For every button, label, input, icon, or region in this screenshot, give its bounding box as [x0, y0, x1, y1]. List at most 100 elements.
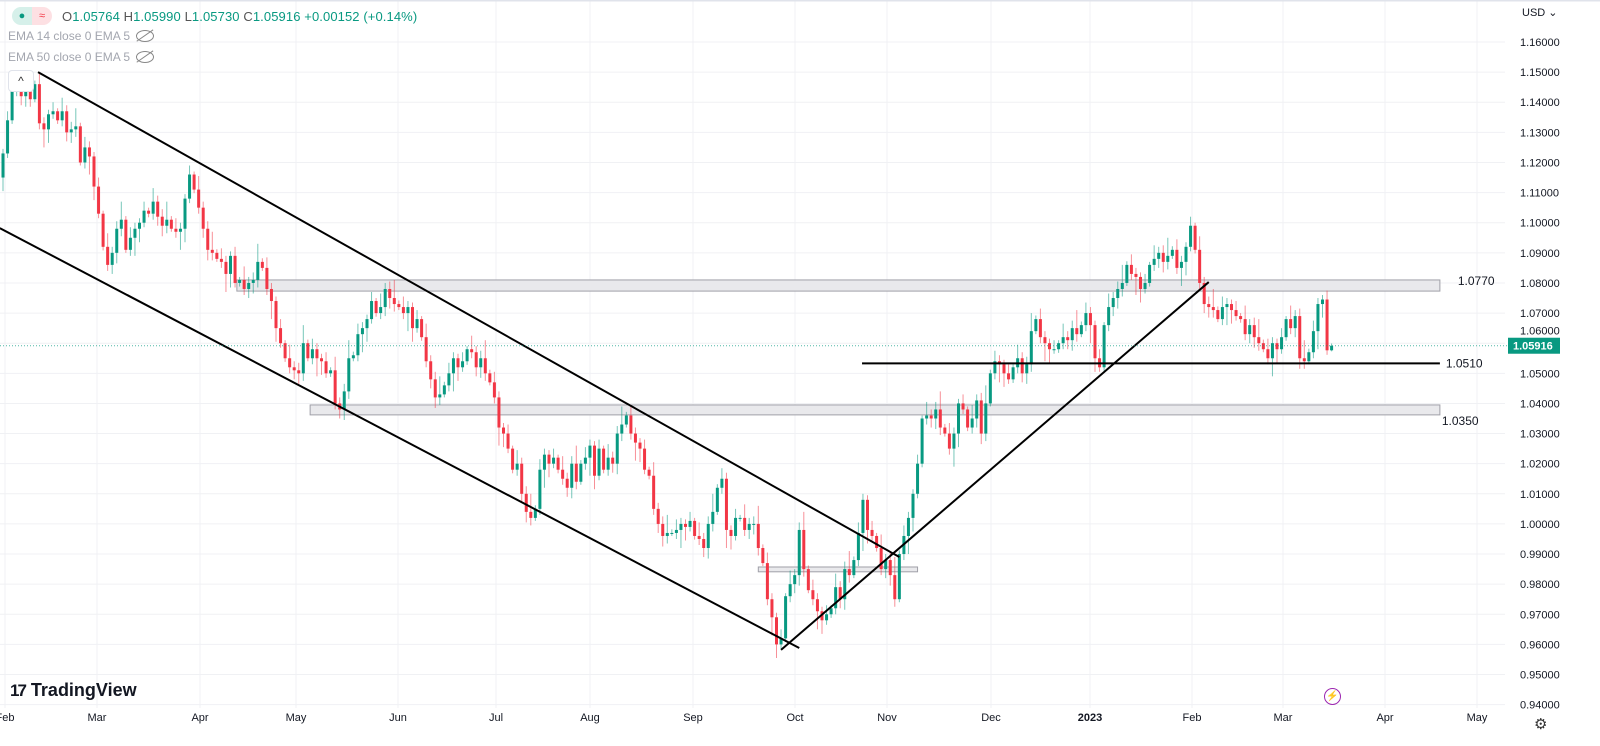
collapse-legend-button[interactable]: ^	[8, 70, 34, 92]
candle-body	[656, 508, 660, 524]
candle-body	[320, 358, 323, 362]
candle-body	[825, 614, 829, 621]
candle-body	[1038, 319, 1042, 338]
candle-body	[1184, 246, 1188, 262]
candle-body	[861, 499, 865, 533]
candle-body	[952, 433, 956, 449]
zone-1-0350[interactable]	[309, 404, 1441, 416]
candle-body	[684, 523, 687, 527]
candle-body	[324, 361, 328, 374]
time-tick-label: 2023	[1078, 712, 1102, 724]
candle-body	[1161, 252, 1165, 262]
channel-lower[interactable]	[0, 227, 800, 649]
zone-1-0770[interactable]	[236, 279, 1441, 292]
candle-body	[201, 207, 205, 229]
tradingview-logo[interactable]: 17 TradingView	[10, 680, 137, 701]
candle-body	[515, 463, 519, 470]
candle-body	[793, 575, 797, 585]
channel-upper[interactable]	[37, 71, 900, 558]
candle-body	[1084, 313, 1088, 326]
candle-body	[761, 548, 765, 564]
candle-body	[1198, 249, 1202, 283]
candle-body	[315, 349, 319, 359]
candle-body	[542, 454, 546, 470]
candle-body	[92, 156, 96, 187]
lightning-icon[interactable]: ⚡	[1324, 688, 1341, 705]
candle-body	[138, 222, 141, 229]
candle-body	[561, 469, 565, 479]
candle-body	[65, 111, 69, 133]
candle-body	[1230, 304, 1233, 311]
candle-body	[1043, 337, 1047, 344]
indicator-label: EMA 50 close 0 EMA 5	[8, 50, 131, 64]
candle-body	[188, 174, 192, 199]
price-tick-label: 0.94000	[1520, 700, 1560, 712]
eye-hidden-icon[interactable]	[136, 30, 155, 42]
candle-body	[56, 111, 60, 121]
candle-body	[975, 400, 979, 419]
candle-body	[128, 237, 132, 250]
candle-body	[856, 532, 860, 561]
candle-body	[1148, 264, 1152, 283]
rising-trendline[interactable]	[780, 281, 1210, 651]
candle-body	[875, 535, 879, 549]
candle-body	[652, 475, 656, 509]
candle-body	[461, 361, 465, 368]
candle-body	[1129, 264, 1133, 274]
indicator-ema50[interactable]: EMA 50 close 0 EMA 5	[8, 50, 155, 64]
candle-body	[843, 569, 847, 600]
candle-body	[247, 282, 251, 289]
candle-body	[916, 463, 920, 494]
price-tick-label: 1.03000	[1520, 429, 1560, 441]
settings-gear-icon[interactable]: ⚙	[1534, 716, 1548, 733]
time-tick-label: Aug	[580, 712, 600, 724]
candle-body	[151, 201, 155, 214]
brand-name: TradingView	[30, 680, 137, 700]
candle-body	[483, 358, 487, 374]
time-tick-label: May	[1467, 712, 1488, 724]
candle-body	[83, 147, 87, 163]
candle-body	[1189, 225, 1193, 247]
candle-body	[470, 349, 474, 353]
candle-body	[797, 529, 801, 576]
candle-body	[415, 319, 419, 329]
candle-body	[593, 445, 596, 476]
candle-body	[347, 358, 351, 392]
candle-body	[533, 508, 537, 518]
candle-body	[133, 228, 137, 238]
time-tick-label: May	[286, 712, 307, 724]
status-toggle[interactable]: ● ≈	[12, 7, 52, 25]
candle-body	[256, 261, 260, 280]
candle-body	[1170, 249, 1174, 256]
candle-body	[242, 279, 246, 289]
eye-hidden-icon[interactable]	[136, 51, 155, 63]
candle-body	[1079, 325, 1083, 335]
candle-body	[925, 415, 929, 419]
candle-body	[847, 569, 851, 576]
candle-body	[406, 307, 410, 314]
price-tick-label: 1.10000	[1520, 218, 1560, 230]
candle-body	[938, 409, 942, 428]
candle-body	[906, 517, 910, 536]
candle-body	[815, 599, 819, 612]
time-tick-label: Feb	[1183, 712, 1202, 724]
indicator-ema14[interactable]: EMA 14 close 0 EMA 5	[8, 29, 155, 43]
candle-body	[251, 279, 255, 283]
zone-small[interactable]	[757, 566, 919, 573]
candle-body	[110, 252, 114, 265]
low-label: L	[184, 8, 192, 24]
currency-selector[interactable]: USD ⌄	[1522, 7, 1558, 19]
candle-body	[24, 90, 28, 97]
candle-body	[538, 469, 542, 509]
candle-body	[611, 457, 615, 464]
candle-body	[119, 219, 123, 229]
candle-body	[1216, 310, 1220, 320]
candle-body	[552, 457, 556, 464]
candle-body	[429, 361, 433, 380]
candle-body	[920, 418, 924, 464]
candle-body	[615, 433, 619, 464]
candle-body	[365, 319, 369, 329]
candle-body	[433, 379, 437, 398]
candle-body	[888, 560, 892, 576]
